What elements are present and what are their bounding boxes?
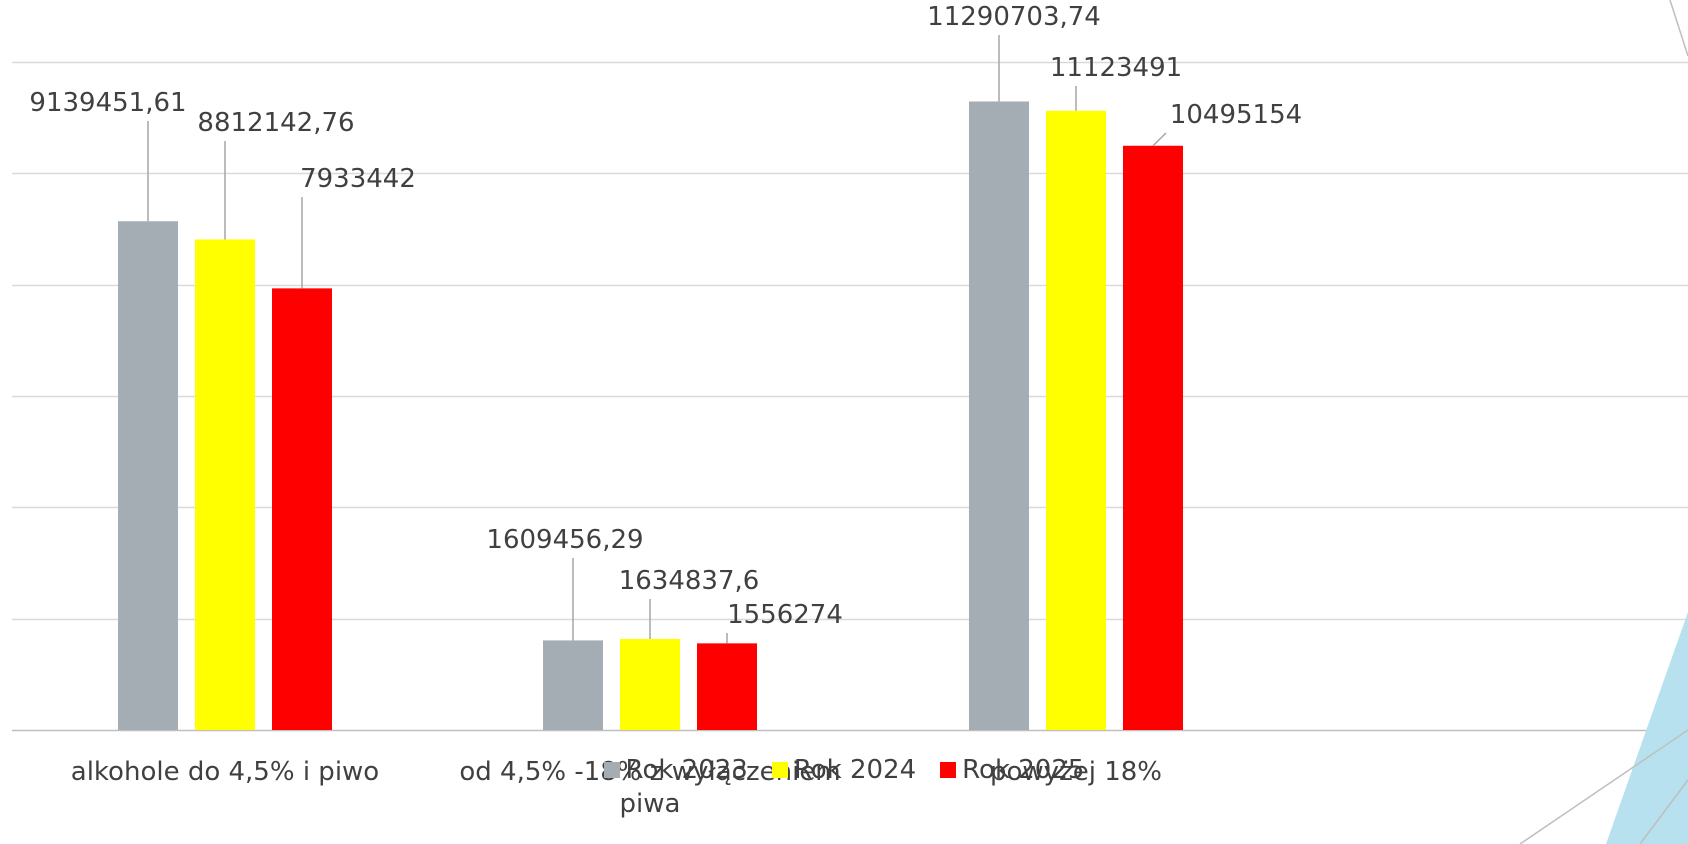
decoration-line xyxy=(1519,729,1688,844)
legend-label: Rok 2025 xyxy=(962,755,1085,785)
bar xyxy=(195,239,255,730)
legend-swatch xyxy=(603,762,620,778)
bars xyxy=(118,101,1183,731)
data-label: 11123491 xyxy=(1050,53,1182,83)
data-label: 8812142,76 xyxy=(197,108,354,138)
legend: Rok 2023 Rok 2024 Rok 2025 xyxy=(0,752,1688,788)
legend-label: Rok 2024 xyxy=(793,755,917,785)
decoration-line xyxy=(1639,779,1688,844)
bar xyxy=(969,101,1029,731)
legend-swatch xyxy=(940,762,957,778)
data-label: 9139451,61 xyxy=(29,88,186,118)
category-label: alkohole do 4,5% i piwo xyxy=(71,757,379,787)
bar xyxy=(543,640,603,730)
leader-line xyxy=(1152,132,1167,147)
label-leader-lines xyxy=(147,35,1167,644)
legend-swatch xyxy=(771,762,788,778)
bar xyxy=(697,643,757,730)
data-label: 1609456,29 xyxy=(486,525,643,555)
data-label: 11290703,74 xyxy=(927,2,1101,32)
gridlines xyxy=(12,61,1688,732)
data-label: 1556274 xyxy=(727,600,843,630)
decoration-line xyxy=(1669,0,1688,57)
bar xyxy=(272,288,332,730)
data-label: 10495154 xyxy=(1170,100,1302,130)
data-labels: 9139451,61 1609456,29 11290703,74 8812142,7… xyxy=(29,2,1302,630)
bar xyxy=(1046,110,1106,730)
data-label: 7933442 xyxy=(300,164,416,194)
legend-item: Rok 2024 xyxy=(771,752,917,788)
bar xyxy=(118,221,178,731)
legend-item: Rok 2025 xyxy=(940,752,1084,788)
data-label: 1634837,6 xyxy=(619,566,760,596)
category-axis-labels: alkohole do 4,5% i piwo od 4,5% -18% z wy… xyxy=(71,757,1162,819)
category-label: powyżej 18% xyxy=(990,757,1162,787)
slide-decoration xyxy=(1519,0,1688,844)
bar xyxy=(620,638,680,730)
legend-item: Rok 2023 xyxy=(603,752,748,788)
corner-triangle-decoration xyxy=(1606,612,1688,844)
bar xyxy=(1123,145,1183,730)
legend-label: Rok 2023 xyxy=(625,755,748,785)
